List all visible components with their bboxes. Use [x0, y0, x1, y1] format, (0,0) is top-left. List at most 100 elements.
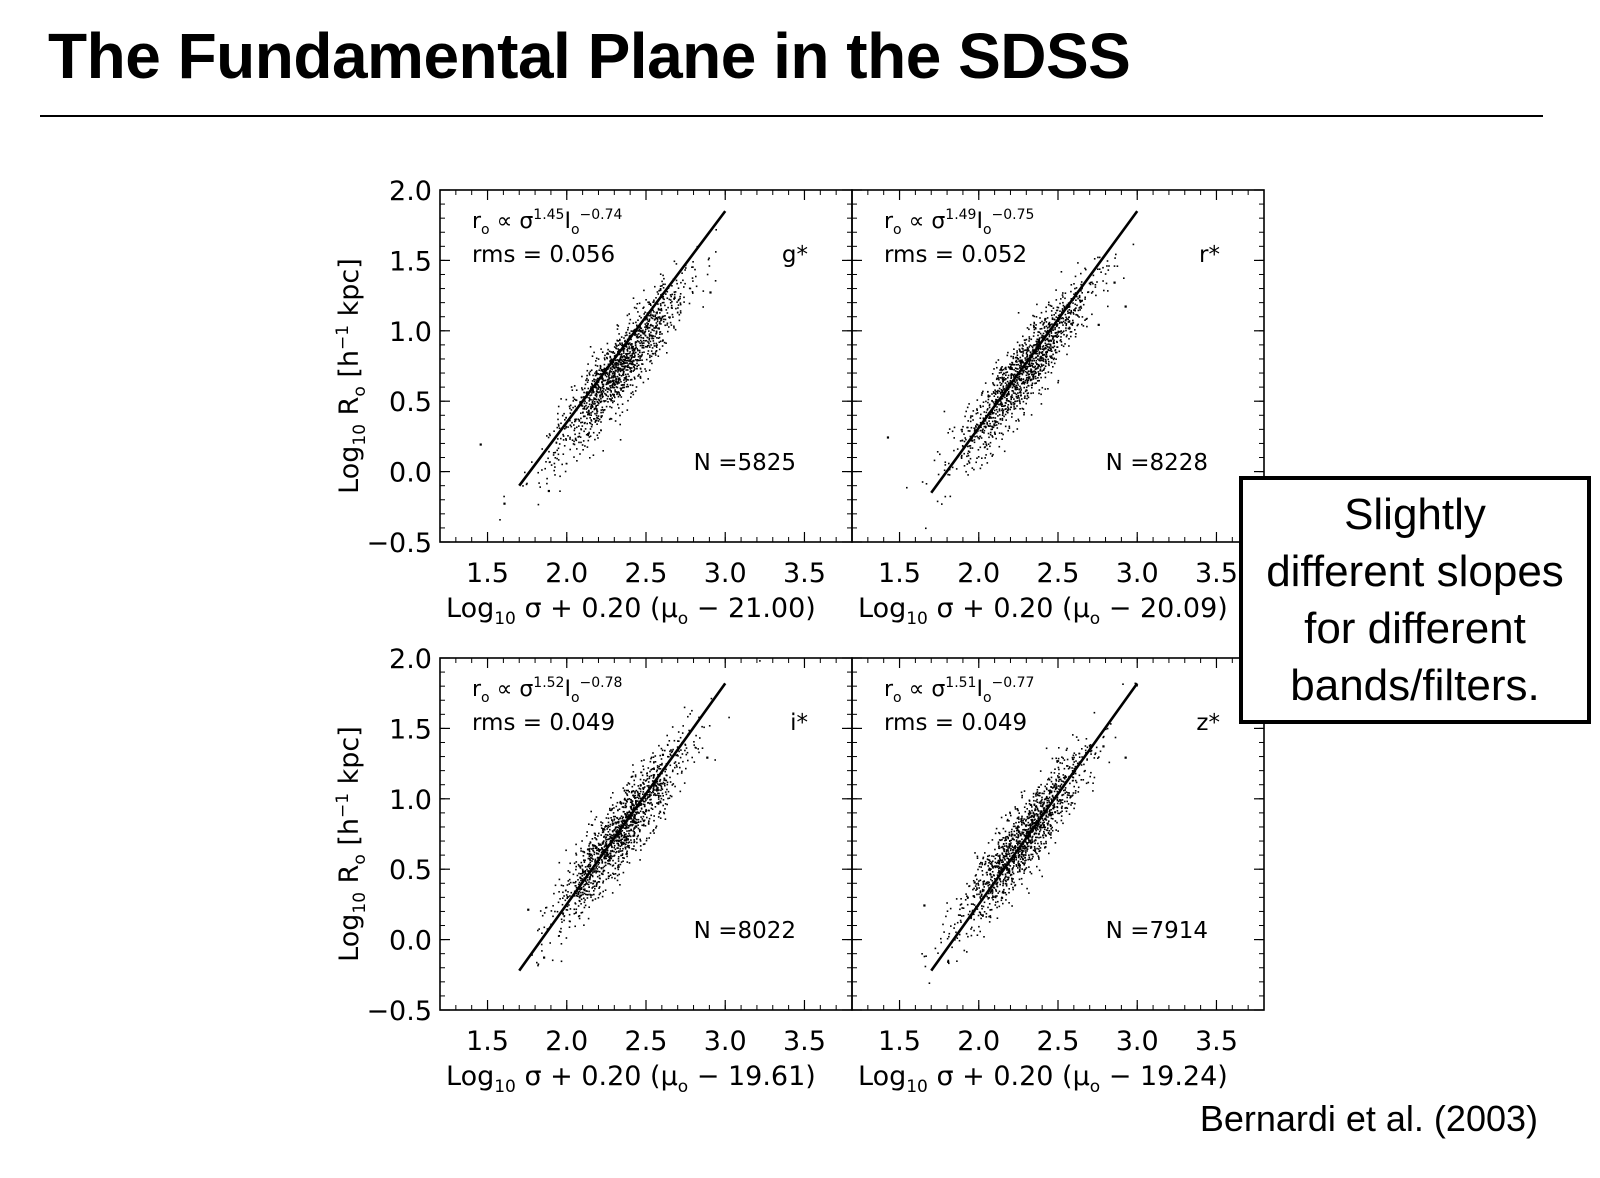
data-point	[660, 317, 663, 320]
data-point	[627, 373, 629, 375]
data-point	[680, 772, 683, 774]
data-point	[631, 346, 634, 349]
data-point	[619, 369, 621, 371]
data-point	[629, 835, 632, 838]
data-point	[1010, 368, 1013, 370]
data-point	[1016, 380, 1018, 382]
data-point	[615, 363, 618, 366]
data-point	[602, 370, 604, 373]
data-point	[975, 423, 978, 426]
data-point	[632, 790, 635, 792]
data-point	[1055, 358, 1057, 360]
data-point	[1065, 324, 1067, 327]
data-point	[582, 869, 584, 871]
data-point	[584, 872, 586, 874]
data-point	[598, 402, 600, 405]
data-point	[638, 797, 640, 800]
data-point	[1060, 341, 1063, 343]
data-point	[617, 364, 619, 366]
data-point	[645, 808, 647, 811]
data-point	[624, 836, 626, 839]
data-point	[659, 289, 662, 291]
data-point	[1048, 346, 1050, 348]
data-point	[693, 744, 695, 746]
data-point	[1050, 305, 1053, 307]
data-point	[616, 359, 619, 361]
data-point	[627, 824, 629, 827]
data-point	[611, 837, 613, 840]
data-point	[600, 411, 602, 414]
data-point	[1025, 378, 1028, 381]
data-point	[970, 934, 973, 937]
data-point	[626, 798, 629, 801]
data-point	[580, 428, 583, 431]
data-point	[617, 369, 619, 371]
data-point	[600, 415, 602, 417]
data-point	[531, 461, 533, 463]
data-point	[627, 838, 629, 840]
data-point	[622, 365, 625, 368]
data-point	[1062, 320, 1065, 323]
data-point	[659, 768, 662, 770]
data-point	[623, 819, 625, 822]
data-point	[614, 862, 617, 864]
data-point	[1051, 317, 1054, 319]
data-point	[589, 847, 591, 850]
data-point	[588, 890, 590, 893]
data-point	[669, 750, 671, 753]
data-point	[637, 818, 640, 821]
data-point	[1069, 313, 1072, 315]
data-point	[1057, 331, 1059, 333]
data-point	[1072, 319, 1074, 322]
data-point	[562, 433, 564, 436]
data-point	[1070, 335, 1072, 338]
data-point	[604, 842, 607, 844]
data-point	[598, 373, 601, 376]
data-point	[607, 862, 609, 865]
data-point	[983, 422, 986, 425]
data-point	[661, 345, 664, 347]
data-point	[573, 385, 576, 387]
data-point	[660, 307, 663, 310]
data-point	[1040, 800, 1043, 802]
data-point	[643, 803, 646, 806]
data-point	[644, 330, 647, 333]
fit-line	[518, 682, 727, 972]
data-point	[1027, 373, 1030, 375]
data-point	[1064, 322, 1066, 324]
data-point	[572, 873, 575, 876]
data-point	[1041, 875, 1043, 878]
data-point	[620, 369, 622, 372]
data-point	[671, 726, 674, 728]
data-point	[672, 783, 675, 785]
data-point	[1065, 335, 1068, 338]
data-point	[1039, 373, 1042, 375]
data-point	[1107, 305, 1109, 308]
data-point	[619, 845, 622, 848]
data-point	[1055, 299, 1058, 301]
data-point	[1039, 332, 1042, 335]
data-point	[614, 376, 617, 378]
scatter-points	[479, 229, 717, 521]
data-point	[603, 856, 606, 859]
data-point	[613, 818, 616, 820]
data-point	[591, 406, 594, 408]
data-point	[612, 381, 614, 383]
data-point	[1004, 873, 1007, 875]
data-point	[562, 439, 565, 441]
data-point	[1068, 321, 1071, 323]
data-point	[545, 907, 547, 909]
data-point	[658, 316, 661, 318]
data-point	[598, 844, 600, 846]
data-point	[1080, 281, 1083, 283]
data-point	[664, 808, 666, 810]
data-point	[598, 887, 600, 889]
data-point	[597, 881, 600, 883]
data-point	[1055, 309, 1058, 312]
data-point	[629, 812, 632, 814]
data-point	[1054, 328, 1056, 331]
data-point	[575, 418, 577, 420]
data-point	[998, 403, 1000, 406]
data-point	[621, 344, 624, 346]
data-point	[650, 792, 653, 794]
